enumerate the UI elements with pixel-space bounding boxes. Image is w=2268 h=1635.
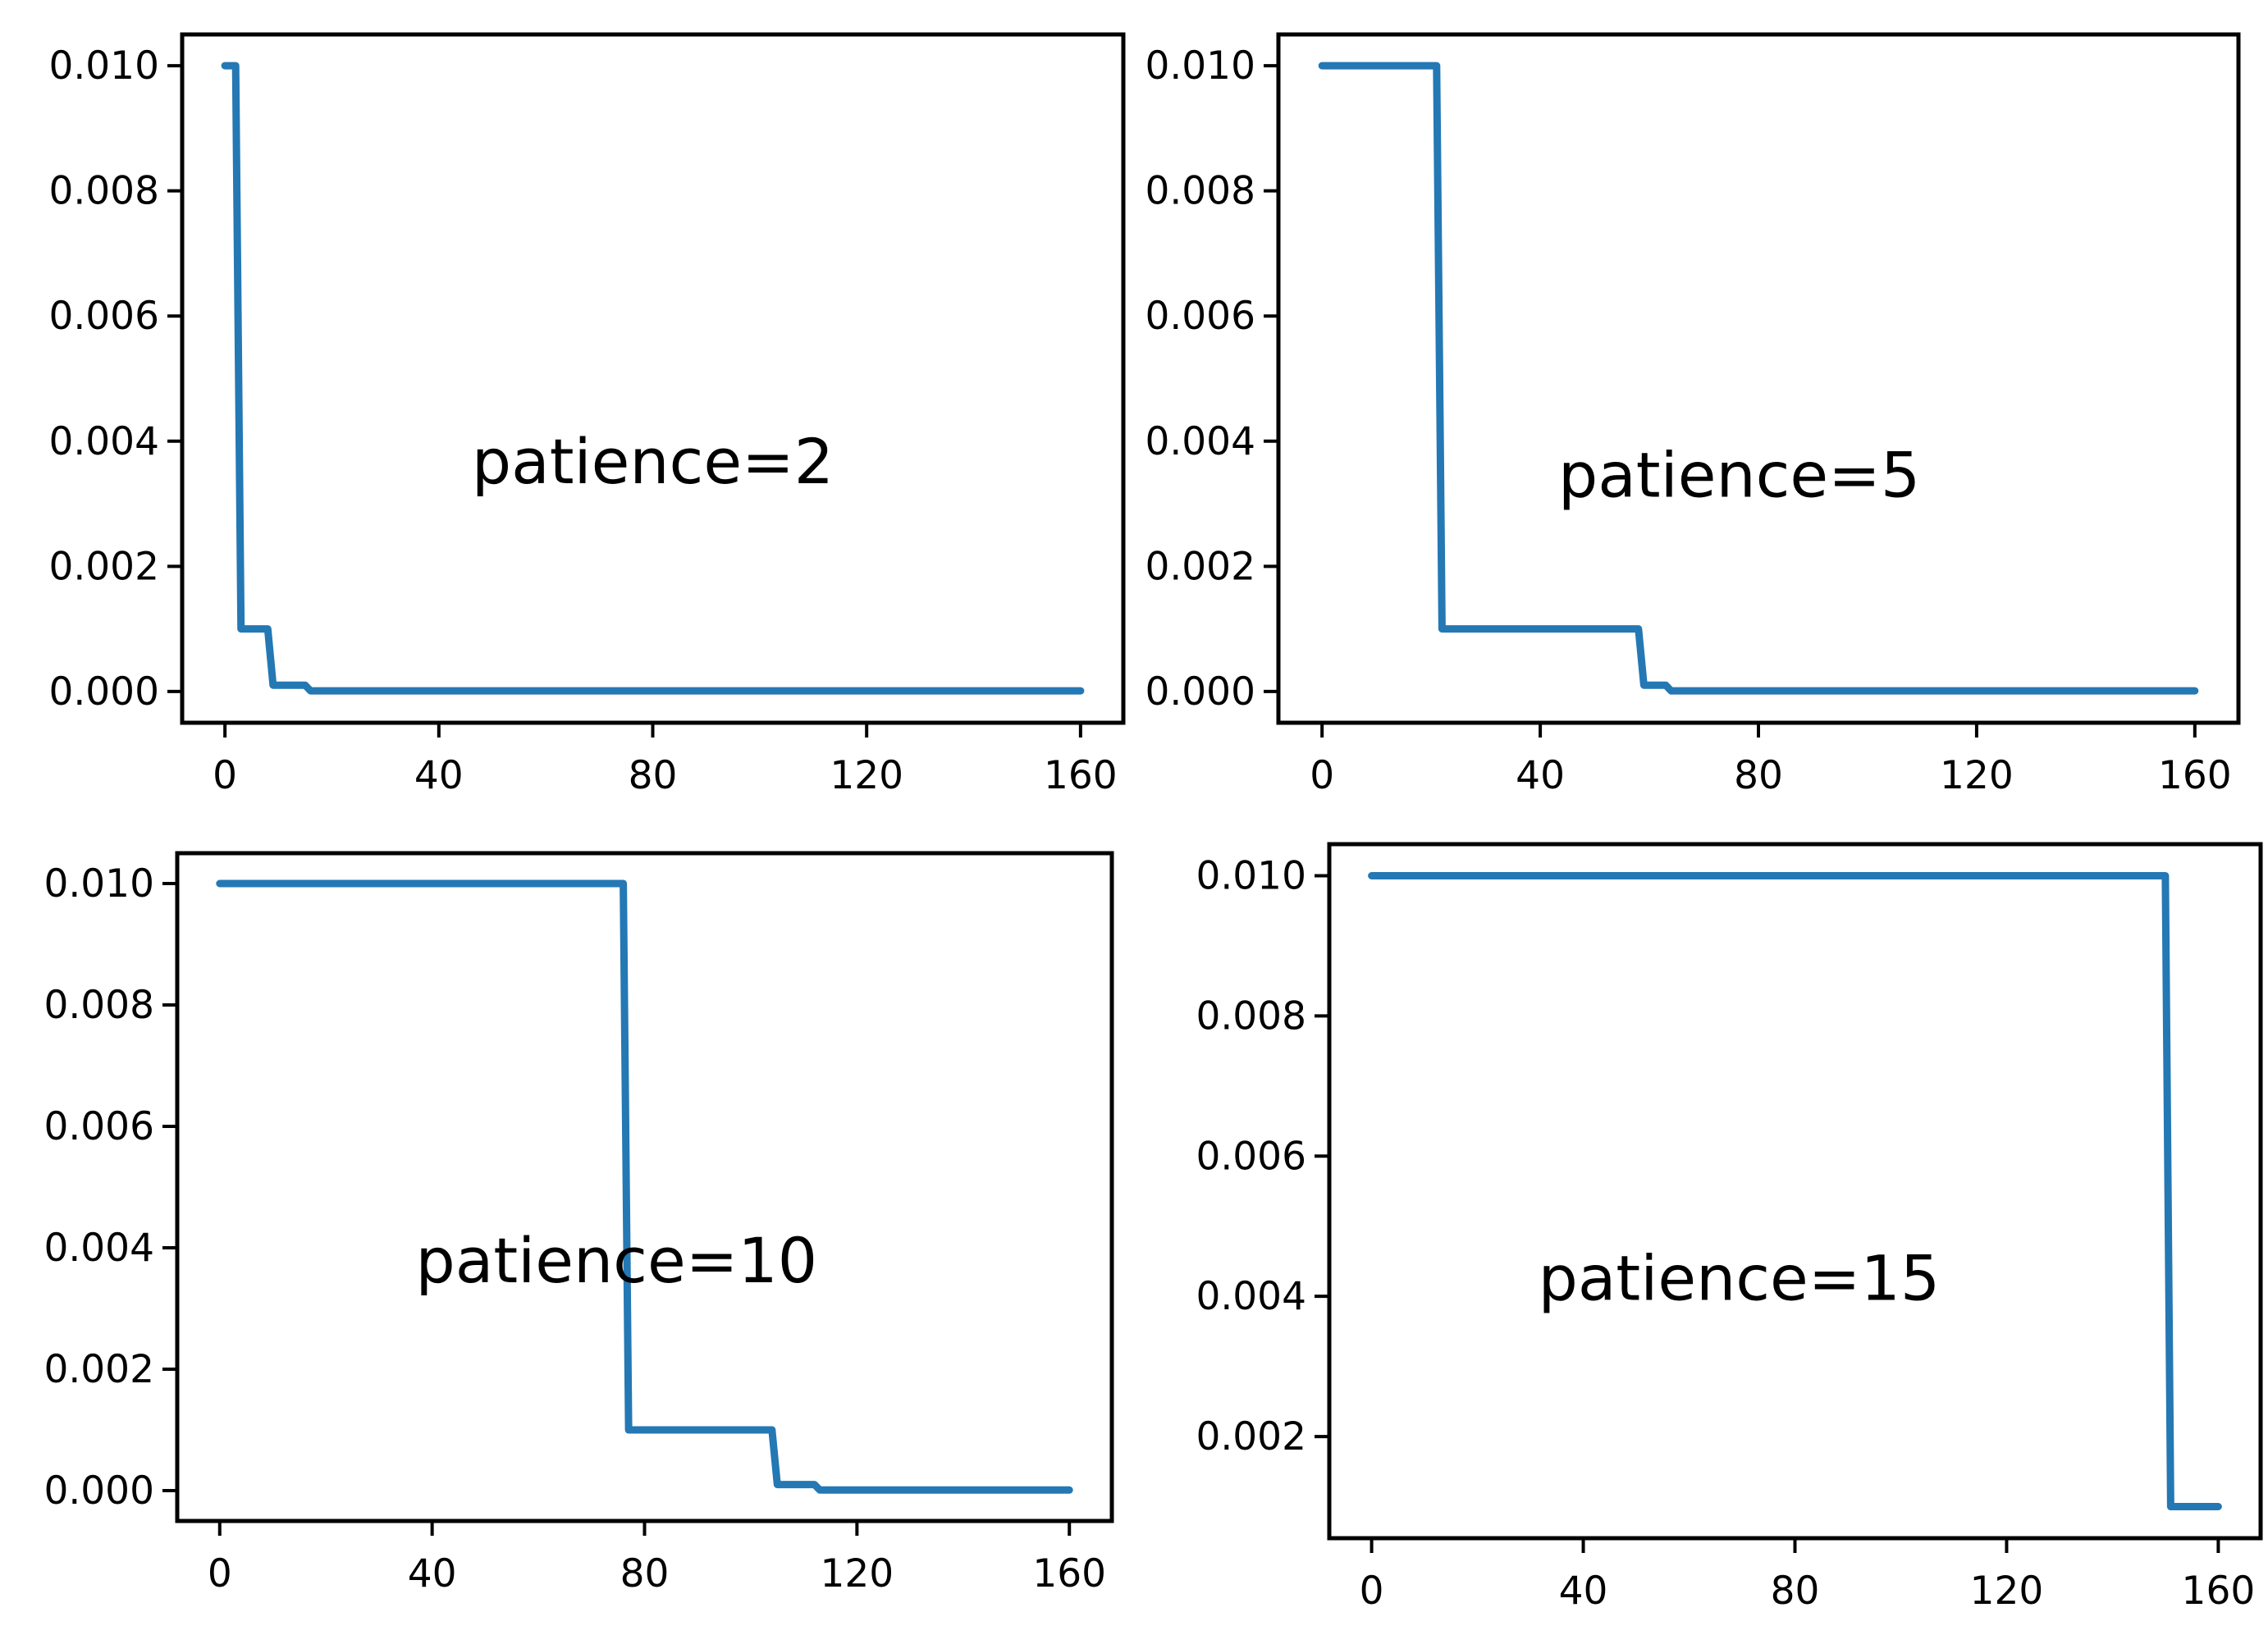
x-tick-label: 40 xyxy=(1516,753,1565,798)
learning-rate-line xyxy=(221,62,1085,695)
plot-border xyxy=(1276,32,2241,725)
learning-rate-line xyxy=(1318,62,2199,695)
y-tick-label: 0.000 xyxy=(48,669,159,715)
x-tick-label: 0 xyxy=(213,753,237,798)
y-tick-label: 0.000 xyxy=(43,1468,154,1514)
y-tick-label: 0.006 xyxy=(43,1104,154,1149)
x-tick-label: 0 xyxy=(1310,753,1334,798)
lr-schedule-chart-3: 0.000 0.002 0.004 0.006 0.008 0.010 0 40 80 120 16… xyxy=(43,851,1114,1596)
subplot-patience-10: 0.000 0.002 0.004 0.006 0.008 0.010 0 40 80 120 16… xyxy=(0,817,1134,1635)
x-tick-label: 80 xyxy=(620,1551,670,1596)
x-tick-label: 40 xyxy=(1559,1569,1608,1614)
y-tick-label: 0.002 xyxy=(48,544,159,589)
plot-border xyxy=(175,851,1114,1523)
x-tick-label: 0 xyxy=(1360,1569,1384,1614)
lr-schedule-chart-4: 0.002 0.004 0.006 0.008 0.010 0 40 80 120 160 pati… xyxy=(1196,842,2263,1614)
y-tick-label: 0.002 xyxy=(43,1347,154,1392)
y-tick-label: 0.004 xyxy=(48,419,159,464)
plot-border xyxy=(180,32,1126,725)
annotation-label: patience=5 xyxy=(1558,439,1920,512)
y-tick-label: 0.010 xyxy=(1196,853,1306,898)
y-tick-label: 0.006 xyxy=(1196,1134,1306,1179)
learning-rate-line xyxy=(216,879,1073,1494)
annotation-label: patience=2 xyxy=(472,425,834,498)
x-tick-label: 40 xyxy=(408,1551,457,1596)
y-tick-label: 0.008 xyxy=(1145,169,1255,214)
x-tick-label: 120 xyxy=(1940,753,2014,798)
y-tick-label: 0.004 xyxy=(1196,1274,1306,1319)
x-tick-label: 160 xyxy=(2182,1569,2256,1614)
x-tick-label: 120 xyxy=(830,753,903,798)
y-tick-label: 0.006 xyxy=(1145,294,1255,339)
y-tick-label: 0.006 xyxy=(48,294,159,339)
x-tick-label: 80 xyxy=(629,753,678,798)
lr-schedule-chart-1: 0.000 0.002 0.004 0.006 0.008 0.010 0 40 80 120 16… xyxy=(48,32,1126,798)
y-tick-label: 0.000 xyxy=(1145,669,1255,715)
x-tick-label: 160 xyxy=(2158,753,2232,798)
y-tick-label: 0.004 xyxy=(1145,419,1255,464)
plot-border xyxy=(1327,842,2263,1541)
subplot-patience-5: 0.000 0.002 0.004 0.006 0.008 0.010 0 40 80 120 16… xyxy=(1134,0,2268,817)
y-tick-label: 0.010 xyxy=(1145,43,1255,89)
x-tick-label: 160 xyxy=(1032,1551,1106,1596)
y-tick-label: 0.008 xyxy=(48,169,159,214)
learning-rate-line xyxy=(1368,872,2222,1510)
y-tick-label: 0.002 xyxy=(1196,1414,1306,1459)
y-tick-label: 0.008 xyxy=(43,983,154,1028)
x-tick-label: 120 xyxy=(1970,1569,2044,1614)
y-tick-label: 0.004 xyxy=(43,1226,154,1271)
y-tick-label: 0.002 xyxy=(1145,544,1255,589)
x-tick-label: 80 xyxy=(1771,1569,1820,1614)
y-tick-label: 0.008 xyxy=(1196,993,1306,1039)
x-tick-label: 40 xyxy=(414,753,464,798)
lr-schedule-chart-2: 0.000 0.002 0.004 0.006 0.008 0.010 0 40 80 120 16… xyxy=(1145,32,2241,798)
y-tick-label: 0.010 xyxy=(43,861,154,907)
y-tick-label: 0.010 xyxy=(48,43,159,89)
subplot-patience-2: 0.000 0.002 0.004 0.006 0.008 0.010 0 40 80 120 16… xyxy=(0,0,1134,817)
subplot-patience-15: 0.002 0.004 0.006 0.008 0.010 0 40 80 120 160 pati… xyxy=(1134,817,2268,1635)
x-tick-label: 80 xyxy=(1734,753,1783,798)
x-tick-label: 0 xyxy=(208,1551,232,1596)
annotation-label: patience=15 xyxy=(1539,1241,1941,1314)
annotation-label: patience=10 xyxy=(416,1224,818,1297)
x-tick-label: 160 xyxy=(1044,753,1118,798)
x-tick-label: 120 xyxy=(821,1551,894,1596)
